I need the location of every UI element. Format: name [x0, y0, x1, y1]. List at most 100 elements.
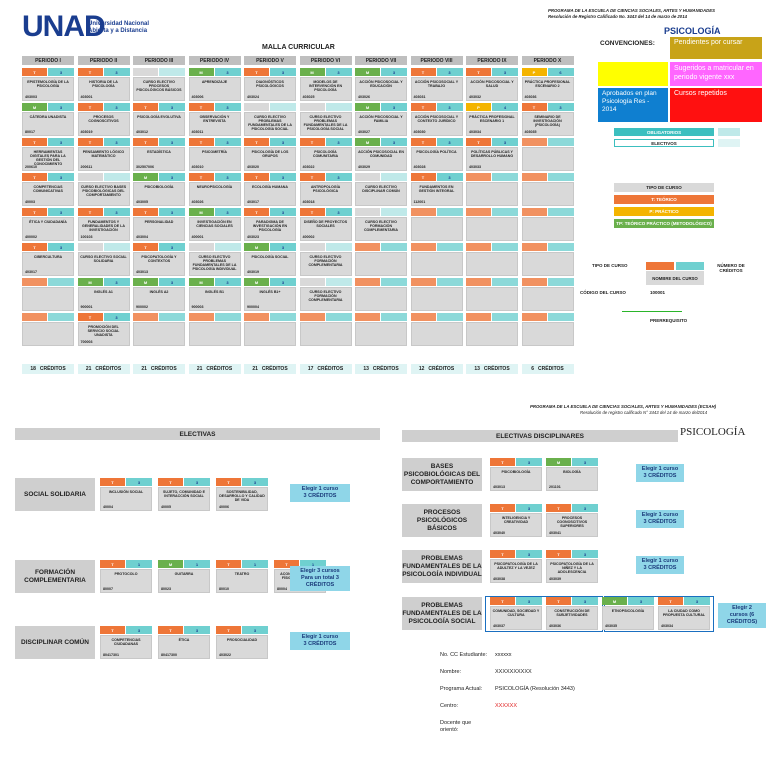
course-credits: 3 [126, 626, 152, 634]
course-box: PROSOCIALIDAD 403022 [216, 635, 268, 659]
empty-bar [492, 313, 518, 321]
empty-cell [410, 287, 463, 311]
course-name: ACCIÓN PSICOSOCIAL Y TRABAJO [414, 80, 459, 88]
course-name: PROTOCOLO [114, 572, 138, 576]
course-name: CURSO ELECTIVO BASES PSICOBIOLÓGICAS DEL… [80, 185, 127, 197]
period-header: PERIODO V [244, 56, 296, 65]
course-type: T [244, 173, 269, 181]
course-code: 403039 [549, 577, 561, 581]
course-type: T [77, 103, 103, 111]
course-type: T [299, 138, 325, 146]
course-box: COMPETENCIAS CIUDADANAS 80417301 [100, 635, 152, 659]
course-box: ACCIÓN PSICOSOCIAL Y TRABAJO 403031 [410, 77, 463, 101]
course-code: 403028 [413, 165, 426, 169]
credits-total: 18 [30, 366, 36, 372]
course-name: PSICOPATOLOGÍA DE LA NIÑEZ Y LA ADOLESCE… [550, 562, 594, 574]
empty-cell [244, 322, 296, 346]
legend-mandatory-swatch [718, 128, 740, 136]
course-name: COMPETENCIAS COMUNICATIVAS [33, 185, 63, 193]
course-name: PRÁCTICA PROFESIONAL ESCENARIO 2 [524, 80, 571, 88]
course-credits: 3 [214, 68, 241, 76]
empty-bar [547, 208, 574, 216]
diagram-code: 100001 [650, 290, 666, 295]
course-name: SUJETO, COMUNIDAD E INTERACCIÓN SOCIAL [162, 490, 206, 498]
empty-bar [466, 243, 491, 251]
course-box: FUNDAMENTOS EN GESTIÓN INTEGRAL 112001 [410, 182, 463, 206]
credits-total: 12 [418, 366, 425, 372]
empty-cell [22, 287, 74, 311]
course-code: 403030 [413, 130, 426, 134]
credits-row: 13 CRÉDITOS [355, 364, 407, 374]
course-code: 900003 [191, 305, 204, 309]
course-credits: 3 [184, 478, 210, 486]
course-credits: 3 [103, 278, 130, 286]
course-box: ACCIÓN PSICOSOCIAL EN COMUNIDAD 403029 [355, 147, 407, 171]
course-code: 80010 [219, 587, 229, 591]
course-code: 403031 [413, 95, 426, 99]
course-credits: 3 [184, 626, 210, 634]
empty-bar [547, 173, 574, 181]
course-box: PSICOLOGÍA SOCIAL 403019 [244, 252, 296, 276]
course-type: T [216, 626, 241, 634]
course-type: M [602, 597, 627, 605]
course-box: TEATRO 80010 [216, 569, 268, 593]
course-code: 403017 [247, 200, 259, 204]
course-type: M [133, 278, 158, 286]
course-name: BIOLOGÍA [563, 470, 581, 474]
course-box: APRENDIZAJE 403006 [188, 77, 241, 101]
course-box: CURSO ELECTIVO FORMACIÓN COMPLEMENTARIA [355, 217, 407, 241]
course-code: 403036 [549, 624, 561, 628]
empty-bar [521, 208, 547, 216]
course-name: INCLUSIÓN SOCIAL [108, 490, 144, 494]
empty-bar [436, 208, 463, 216]
course-name: PSICOMETRÍA [202, 150, 227, 154]
course-name: CURSO ELECTIVO PROBLEMAS FUNDAMENTALES D… [192, 255, 237, 271]
legend-pending: Pendientes por cursar [670, 37, 762, 59]
course-code: 403037 [493, 624, 505, 628]
course-type: T [22, 243, 47, 251]
course-credits: 3 [436, 173, 463, 181]
course-type: T [188, 138, 214, 146]
course-type: T [410, 68, 436, 76]
course-type: T [490, 458, 515, 466]
course-credits: 3 [159, 208, 185, 216]
empty-cell [410, 217, 463, 241]
empty-cell [466, 217, 518, 241]
elective-bar [159, 68, 185, 76]
second-resolution: Resolución de registro calificado N° 344… [580, 410, 708, 415]
course-code: 403024 [247, 95, 259, 99]
course-box: PROCESOS COGNOSCITIVOS 403019 [77, 112, 130, 136]
empty-bar [521, 243, 547, 251]
course-code: 403041 [549, 531, 561, 535]
period-header: PERIODO IX [466, 56, 518, 65]
empty-bar [521, 173, 547, 181]
course-type-title: TIPO DE CURSO [614, 183, 714, 192]
course-code: 403006 [191, 95, 204, 99]
course-box: INGLÉS B1 900003 [188, 287, 241, 311]
course-credits: 1 [126, 560, 152, 568]
course-code: 900001 [80, 305, 93, 309]
course-credits: 3 [572, 597, 598, 605]
course-code: 400001 [191, 235, 204, 239]
course-code: 80017 [25, 130, 35, 134]
empty-bar [410, 208, 436, 216]
course-name: COMUNIDAD, SOCIEDAD Y CULTURA [492, 609, 540, 617]
course-type: T [133, 103, 158, 111]
course-box: FUNDAMENTOS Y GENERALIDADES DE LA INVEST… [77, 217, 130, 241]
credits-label: CRÉDITOS [428, 366, 455, 372]
header-program: PROGRAMA DE LA ESCUELA DE CIENCIAS SOCIA… [548, 8, 715, 13]
course-credits: 3 [48, 103, 74, 111]
course-name: NEUROPSICOLOGÍA [196, 185, 233, 189]
credits-total: 17 [307, 366, 314, 372]
course-type: T [133, 138, 158, 146]
course-credits: 3 [214, 138, 241, 146]
course-name: ETNOPSICOLOGÍA [611, 609, 645, 613]
course-box: POLÍTICAS PÚBLICAS Y DESARROLLO HUMANO 40… [466, 147, 518, 171]
course-box: CURSO ELECTIVO PROCESOS PSICOLÓGICOS BÁS… [133, 77, 185, 101]
course-box: COMUNIDAD, SOCIEDAD Y CULTURA 403037 [490, 606, 542, 630]
course-credits: 6 [547, 68, 574, 76]
empty-bar [492, 208, 518, 216]
course-code: 403023 [247, 235, 259, 239]
course-type: T [521, 103, 547, 111]
empty-bar [436, 243, 463, 251]
